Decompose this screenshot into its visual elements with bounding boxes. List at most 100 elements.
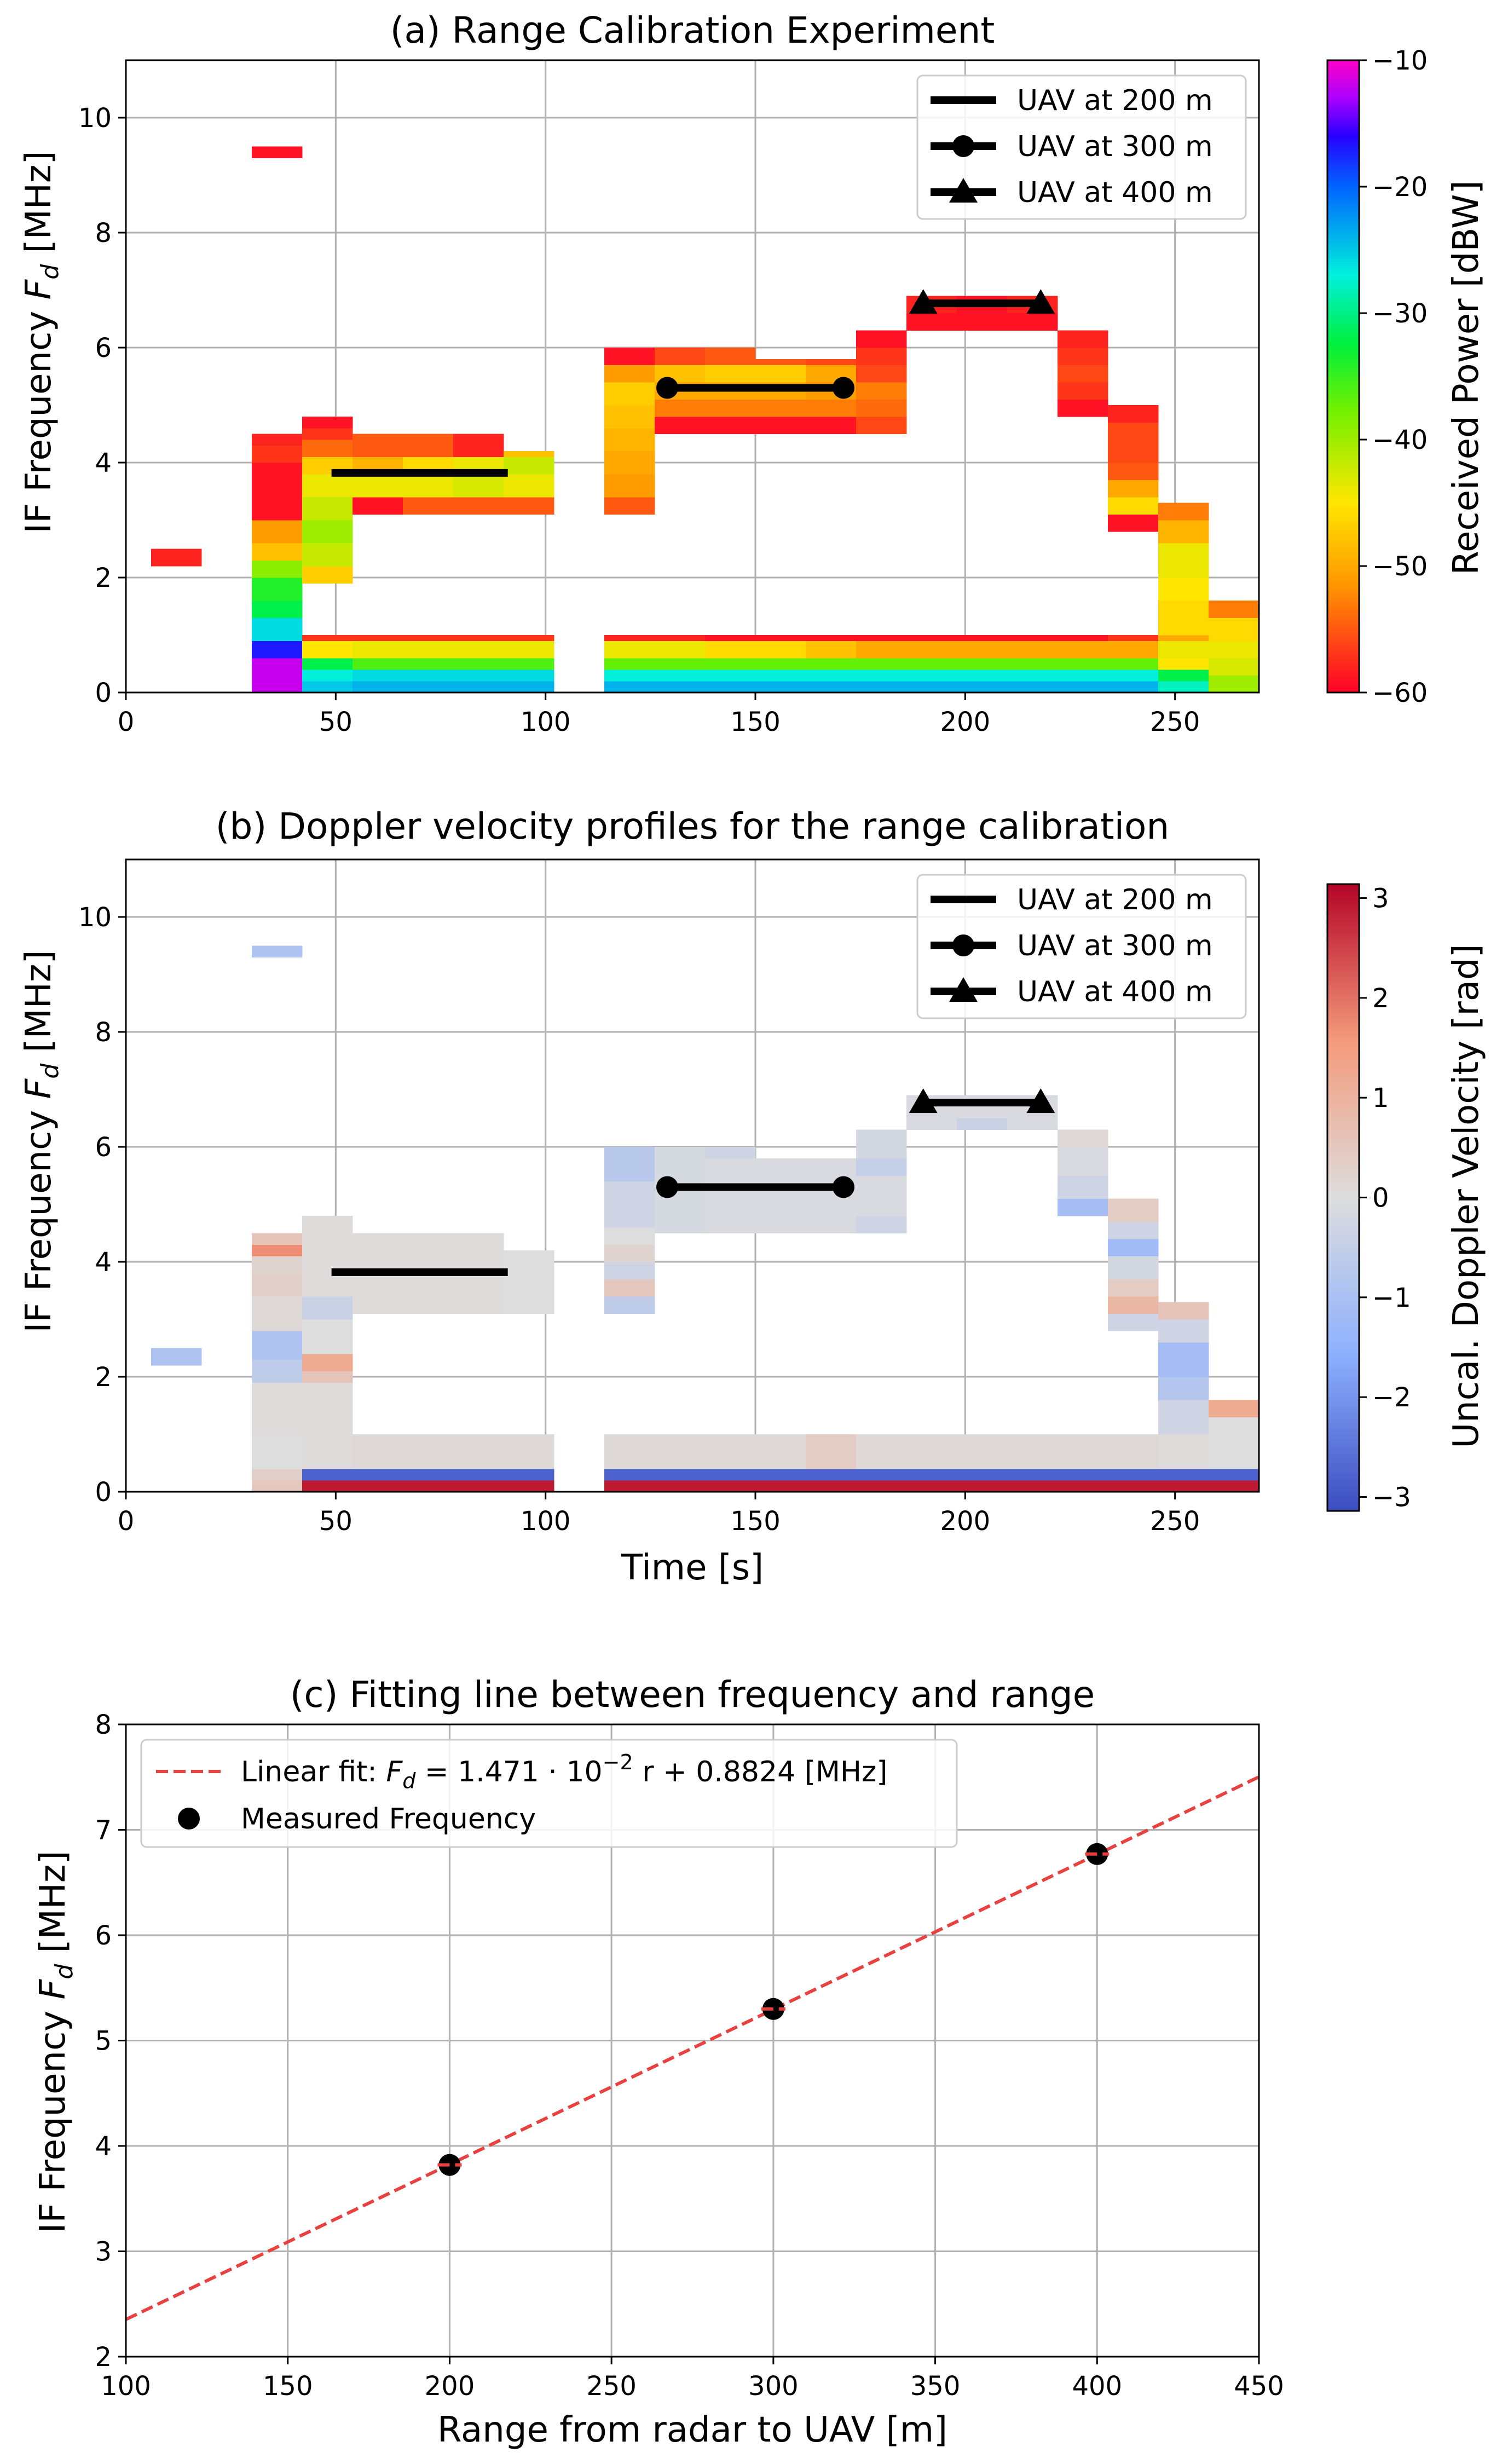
heatmap-cell (604, 1227, 655, 1245)
heatmap-cell (755, 417, 806, 434)
heatmap-cell (705, 1158, 756, 1233)
heatmap-cell (1108, 1279, 1159, 1297)
y-tick-label: 8 (95, 1017, 112, 1048)
heatmap-cell (856, 681, 907, 693)
heatmap-cell (1058, 1175, 1108, 1199)
heatmap-cell (604, 1279, 655, 1297)
heatmap-cell (1108, 445, 1159, 463)
heatmap-cell (806, 640, 857, 659)
heatmap-cell (252, 480, 303, 498)
chart-a-y-ticks: 0 2 4 6 8 10 (78, 103, 126, 708)
heatmap-cell (1108, 497, 1159, 515)
heatmap-cell (302, 1371, 353, 1383)
heatmap-cell (1158, 1480, 1209, 1492)
heatmap-cell (604, 1480, 655, 1492)
chart-c-x-axis-label: Range from radar to UAV [m] (437, 2410, 947, 2450)
x-tick-label: 200 (940, 1506, 991, 1537)
heatmap-cell (957, 670, 1008, 682)
heatmap-cell (353, 434, 403, 457)
heatmap-cell (252, 601, 303, 618)
heatmap-cell (302, 474, 353, 498)
heatmap-cell (604, 1244, 655, 1262)
heatmap-cell (1209, 1434, 1259, 1469)
panel-b-doppler-velocity: (b) Doppler velocity profiles for the ra… (19, 805, 1487, 1588)
heatmap-cell (1158, 520, 1209, 544)
heatmap-cell (705, 348, 756, 365)
heatmap-cell (453, 1434, 504, 1469)
heatmap-cell (252, 1331, 303, 1360)
heatmap-cell (1108, 1221, 1159, 1239)
colorbar-tick-label: −40 (1372, 425, 1428, 455)
x-tick-label: 200 (425, 2371, 475, 2402)
heatmap-cell (806, 1434, 857, 1469)
heatmap-cell (504, 1250, 554, 1314)
chart-b-legend-box (916, 874, 1247, 1019)
heatmap-cell (1007, 681, 1058, 693)
heatmap-cell (755, 658, 806, 670)
heatmap-cell (705, 1434, 756, 1469)
heatmap-cell (604, 1296, 655, 1314)
x-tick-label: 250 (586, 2371, 637, 2402)
heatmap-cell (806, 658, 857, 670)
chart-a-colorbar: −60 −50 −40 −30 −20 −10 (1326, 45, 1428, 708)
colorbar-tick-label: −30 (1372, 298, 1428, 329)
colorbar-tick-label: 3 (1372, 884, 1389, 914)
heatmap-cell (252, 640, 303, 659)
heatmap-cell (806, 1469, 857, 1481)
chart-b-x-axis-label: Time [s] (621, 1548, 764, 1588)
legend-b-marker-400m (949, 977, 978, 1002)
heatmap-cell (504, 1469, 554, 1481)
heatmap-cell (1058, 1469, 1108, 1481)
x-tick-label: 100 (521, 707, 571, 737)
heatmap-cell (705, 670, 756, 682)
legend-a-label-200m: UAV at 200 m (1017, 84, 1213, 117)
heatmap-cell (906, 640, 957, 659)
heatmap-cell (1158, 658, 1209, 670)
heatmap-cell (252, 945, 303, 957)
heatmap-cell (1058, 670, 1108, 682)
heatmap-cell (755, 640, 806, 659)
heatmap-cell (705, 399, 756, 417)
colorbar-tick-label: −50 (1372, 551, 1428, 582)
heatmap-cell (1007, 670, 1058, 682)
heatmap-cell (403, 1469, 454, 1481)
heatmap-cell (957, 635, 1008, 641)
colorbar-tick-label: −60 (1372, 678, 1428, 708)
heatmap-cell (252, 1233, 303, 1245)
colorbar-tick-label: −10 (1372, 45, 1428, 76)
heatmap-cell (856, 365, 907, 383)
heatmap-cell (856, 1469, 907, 1481)
heatmap-cell (1007, 313, 1058, 331)
heatmap-cell (856, 348, 907, 365)
heatmap-cell (1158, 578, 1209, 601)
heatmap-cell (705, 635, 756, 641)
heatmap-cell (1158, 618, 1209, 636)
heatmap-cell (856, 1129, 907, 1159)
heatmap-cell (252, 146, 303, 158)
heatmap-cell (705, 658, 756, 670)
heatmap-cell (655, 640, 706, 659)
x-tick-label: 400 (1072, 2371, 1122, 2402)
heatmap-cell (252, 578, 303, 601)
heatmap-cell (856, 382, 907, 400)
heatmap-cell (856, 1434, 907, 1469)
y-tick-label: 6 (95, 1132, 112, 1163)
heatmap-cell (353, 640, 403, 659)
heatmap-cell (655, 658, 706, 670)
heatmap-cell (252, 543, 303, 561)
legend-a-label-400m: UAV at 400 m (1017, 176, 1213, 209)
legend-b-label-300m: UAV at 300 m (1017, 930, 1213, 962)
heatmap-cell (453, 474, 504, 498)
y-tick-label: 4 (95, 1247, 112, 1278)
heatmap-cell (1108, 1469, 1159, 1481)
colorbar-tick-label: −2 (1372, 1382, 1411, 1413)
chart-a-legend: UAV at 200 m UAV at 300 m UAV at 400 m (916, 74, 1247, 220)
heatmap-cell (453, 1480, 504, 1492)
heatmap-cell (1209, 1480, 1259, 1492)
heatmap-cell (1108, 480, 1159, 498)
heatmap-cell (302, 670, 353, 682)
heatmap-cell (252, 1359, 303, 1383)
heatmap-cell (353, 635, 403, 641)
heatmap-cell (302, 417, 353, 429)
heatmap-cell (252, 497, 303, 521)
